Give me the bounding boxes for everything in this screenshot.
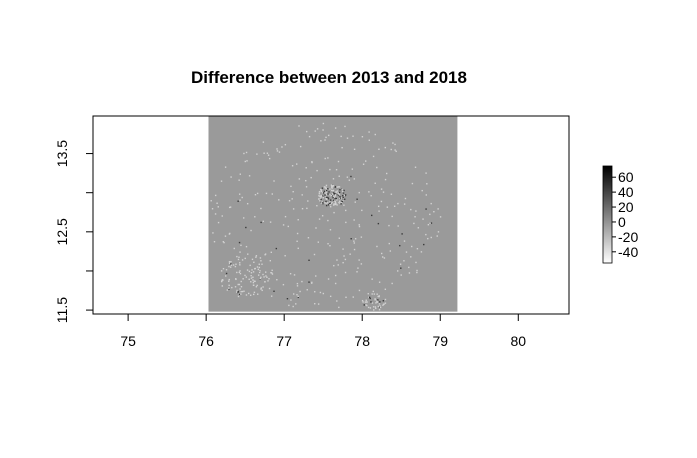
raster-cells	[208, 116, 458, 312]
legend-tick-label: 20	[618, 199, 634, 215]
x-tick-label: 76	[198, 333, 214, 349]
chart-title: Difference between 2013 and 2018	[191, 68, 467, 87]
y-axis: 11.5 12.5 13.5	[54, 140, 94, 323]
x-tick-label: 79	[432, 333, 448, 349]
legend-tick-label: 0	[618, 214, 626, 230]
x-axis: 75 76 77 78 79 80	[120, 313, 526, 349]
x-tick-label: 78	[354, 333, 370, 349]
x-tick-label: 77	[276, 333, 292, 349]
x-tick-label: 75	[120, 333, 136, 349]
y-tick-label: 12.5	[54, 218, 70, 245]
legend-bar	[602, 165, 613, 264]
y-tick-label: 13.5	[54, 140, 70, 167]
legend-tick-label: -40	[618, 244, 638, 260]
legend-tick-label: 40	[618, 184, 634, 200]
raster-change-pixels	[210, 122, 442, 311]
raster-layer	[208, 116, 458, 312]
x-tick-label: 80	[510, 333, 526, 349]
legend-tick-label: 60	[618, 169, 634, 185]
legend-tick-label: -20	[618, 229, 638, 245]
y-tick-label: 11.5	[54, 297, 70, 323]
